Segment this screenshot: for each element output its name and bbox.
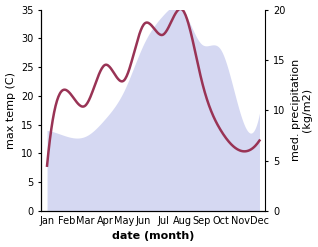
Y-axis label: med. precipitation
(kg/m2): med. precipitation (kg/m2) bbox=[291, 59, 313, 162]
Y-axis label: max temp (C): max temp (C) bbox=[5, 72, 16, 149]
X-axis label: date (month): date (month) bbox=[112, 231, 194, 242]
